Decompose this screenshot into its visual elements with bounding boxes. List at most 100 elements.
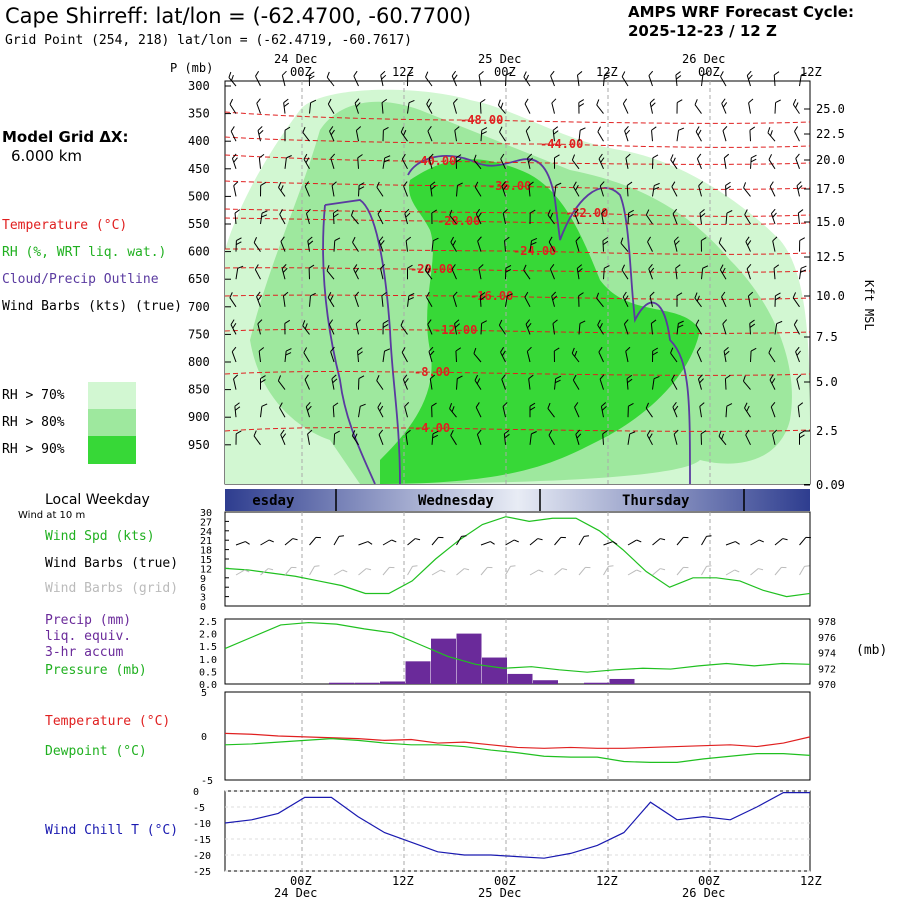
barb-flag [537, 538, 543, 541]
wind-barb [749, 319, 756, 335]
wind-barb [768, 154, 776, 170]
grid-wind-barb [652, 568, 666, 576]
barb-staff [652, 568, 661, 576]
wind-barb [670, 347, 678, 363]
barb-staff [571, 159, 580, 170]
pressure-line [224, 621, 811, 673]
barb-flag [453, 98, 458, 104]
wind-barb [722, 319, 728, 335]
barb-staff [235, 541, 246, 546]
wind-barb [694, 292, 702, 308]
wind-barb [652, 154, 659, 169]
barb-staff [230, 324, 237, 335]
barb-flag [428, 102, 432, 108]
barb-flag [577, 71, 583, 76]
barb-flag [307, 236, 313, 242]
temp-tick-label: 0 [201, 732, 207, 743]
wind-spd-label: Wind Spd (kts) [45, 529, 155, 544]
barb-flag [281, 433, 287, 439]
barb-staff [799, 537, 807, 546]
wind-barb [578, 292, 584, 307]
top-date-label: 24 Dec [274, 52, 317, 66]
barb-staff [353, 269, 359, 280]
barb-staff [327, 297, 335, 308]
bottom-time-label: 00Z [290, 874, 312, 888]
barb-flag [624, 126, 629, 132]
wind-barb [229, 292, 237, 308]
barb-flag [603, 76, 610, 80]
barb-staff [797, 213, 800, 225]
wind-barb [598, 153, 605, 170]
barb-flag [602, 240, 609, 246]
barb-staff [502, 213, 506, 225]
barb-staff [529, 538, 538, 546]
barb-flag [547, 209, 551, 216]
barb-flag [746, 405, 750, 412]
wind-tick-label: 3 [200, 593, 206, 604]
wind-barb [382, 126, 389, 142]
temp-contour-label: -28.00 [437, 214, 480, 228]
barb-flag [677, 324, 684, 328]
barb-flag [229, 98, 234, 105]
barb-flag [525, 74, 530, 81]
barb-flag [706, 535, 712, 537]
wind-barb [327, 292, 335, 308]
surface-wind-barb [676, 536, 689, 546]
barb-flag [683, 536, 689, 539]
barb-flag [726, 210, 733, 214]
barb-flag [797, 185, 803, 190]
wind-barb [501, 181, 508, 197]
barb-staff [382, 351, 386, 363]
barb-flag [327, 98, 332, 105]
barb-flag [625, 129, 631, 135]
barb-flag [523, 71, 527, 78]
barb-staff [718, 435, 727, 446]
wind-barb [700, 430, 707, 445]
rh-fill-group [225, 89, 810, 484]
barb-staff [774, 102, 777, 114]
barb-flag [697, 129, 702, 136]
barb-flag [529, 209, 536, 214]
wind-barb [401, 347, 408, 363]
barb-flag [555, 375, 562, 380]
barb-staff [380, 268, 384, 280]
wind-barb [744, 209, 751, 225]
model-grid-label: Model Grid ΔX: 6.000 km [2, 128, 129, 166]
barb-flag [583, 535, 590, 537]
wind-barb [796, 374, 802, 390]
barb-staff [626, 378, 629, 390]
barb-flag [231, 346, 237, 352]
barb-flag [750, 158, 757, 163]
barb-staff [673, 434, 678, 445]
barb-staff [277, 380, 286, 390]
temp-contour-label: -44.00 [540, 137, 583, 151]
barb-staff [799, 268, 802, 280]
temp-contour-label: -36.00 [488, 179, 531, 193]
wind-barb [357, 154, 363, 169]
barb-flag [571, 154, 576, 161]
wind-barb [426, 98, 433, 114]
barb-flag [775, 296, 781, 301]
barb-staff [648, 268, 653, 280]
barb-flag [725, 185, 731, 190]
barb-staff [676, 130, 680, 142]
wind-barb [307, 429, 313, 445]
barb-staff [380, 75, 384, 87]
barb-staff [404, 406, 408, 418]
barb-flag [795, 346, 800, 353]
barb-flag [775, 292, 781, 297]
barb-flag [552, 295, 558, 301]
barb-flag [529, 402, 536, 407]
barb-staff [625, 351, 629, 363]
barb-flag [427, 319, 432, 325]
legend-wind: Wind Barbs (kts) (true) [2, 299, 183, 314]
barb-staff [260, 406, 263, 418]
barb-staff [404, 213, 408, 225]
barb-flag [400, 126, 405, 133]
wind-barb [303, 153, 310, 170]
barb-flag [257, 126, 263, 131]
wind-barb [235, 265, 244, 280]
barb-flag [670, 347, 674, 354]
barb-staff [767, 132, 776, 142]
barb-flag [327, 292, 332, 298]
